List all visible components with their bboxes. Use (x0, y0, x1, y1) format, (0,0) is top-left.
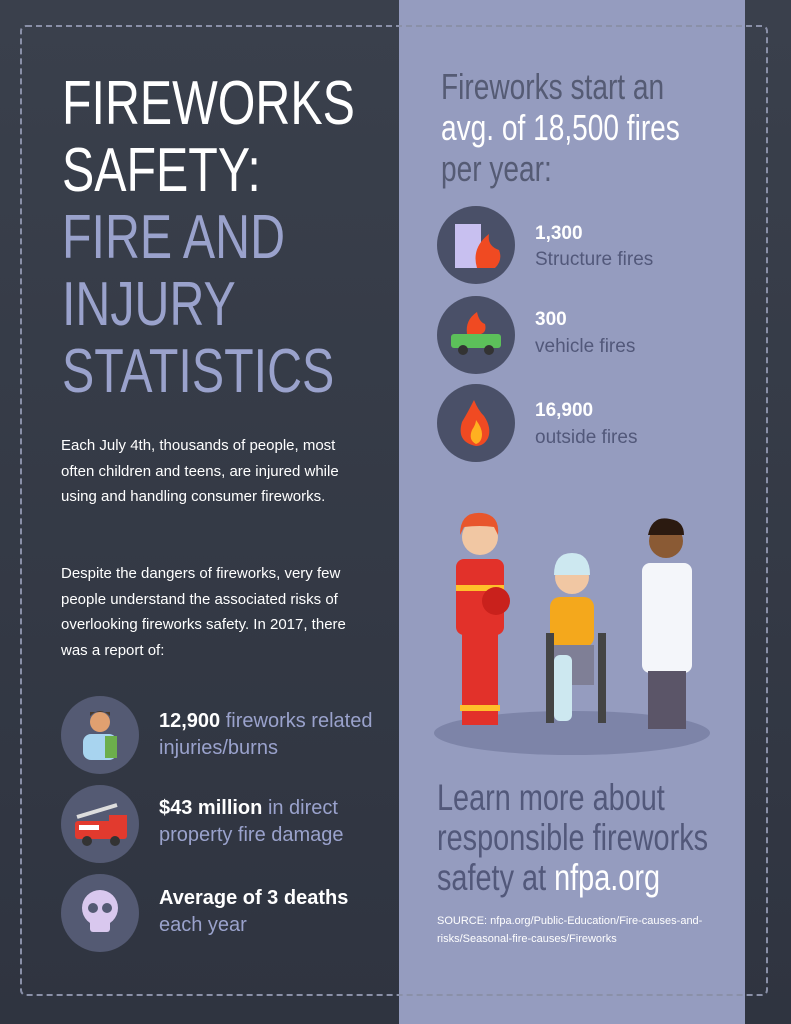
title-line: INJURY (62, 270, 236, 339)
fire-number: 300 (535, 309, 567, 330)
icon-art (451, 312, 501, 355)
stat: 12,900 fireworks related injuries/burns (159, 708, 389, 762)
stat: Average of 3 deaths each year (159, 885, 389, 939)
icon-art (75, 803, 127, 846)
title-line: SAFETY: (62, 136, 261, 205)
intro-paragraph: Despite the dangers of fireworks, very f… (61, 565, 346, 659)
heading-line: per year: (441, 148, 552, 189)
heading-line: Fireworks start an (441, 66, 665, 107)
title-line: FIRE AND (62, 203, 286, 272)
outside-fire-icon (437, 384, 515, 462)
right-heading: Fireworks start an avg. of 18,500 fires … (441, 66, 680, 189)
skull-icon (61, 874, 139, 952)
injury-icon (61, 696, 139, 774)
cta-line: responsible fireworks (437, 817, 709, 858)
dashed-frame (20, 25, 768, 996)
people-illustration (434, 512, 710, 755)
icon-art (460, 400, 490, 446)
cta-line: safety at nfpa.org (437, 858, 708, 898)
title-line: STATISTICS (62, 337, 335, 406)
icon-art (82, 890, 118, 932)
heading-line: avg. of 18,500 fires (441, 107, 680, 148)
fire-number: 1,300 (535, 223, 583, 244)
icon-art (83, 711, 117, 760)
intro-paragraph: Each July 4th, thousands of people, most… (61, 437, 339, 505)
fire-label: Structure fires (535, 249, 654, 270)
right-panel (399, 0, 745, 1024)
fire-number: 16,900 (535, 400, 594, 421)
icon-art (455, 224, 501, 268)
building-fire-icon (437, 206, 515, 284)
cta-line: Learn more about (437, 777, 665, 818)
stat-text: each year (159, 914, 247, 936)
cta-text: safety at (437, 857, 547, 898)
stat-bold: Average of 3 deaths (159, 887, 349, 909)
stat-bold: 12,900 (159, 710, 221, 732)
stat: $43 million in direct property fire dama… (159, 795, 389, 849)
stat-text: fireworks related injuries/burns (159, 710, 373, 759)
firetruck-icon (61, 785, 139, 863)
title-line: FIREWORKS (62, 69, 355, 138)
stat-text: in direct property fire damage (159, 797, 344, 846)
fire-label: outside fires (535, 427, 638, 448)
source: SOURCE: nfpa.org/Public-Education/Fire-c… (437, 915, 703, 945)
call-to-action: Learn more about responsible fireworks s… (437, 778, 708, 898)
vehicle-fire-icon (437, 296, 515, 374)
fire-label: vehicle fires (535, 336, 636, 357)
stat-bold: $43 million (159, 797, 263, 819)
title: FIREWORKS SAFETY: FIRE AND INJURY STATIS… (62, 70, 355, 405)
cta-link[interactable]: nfpa.org (554, 857, 661, 898)
